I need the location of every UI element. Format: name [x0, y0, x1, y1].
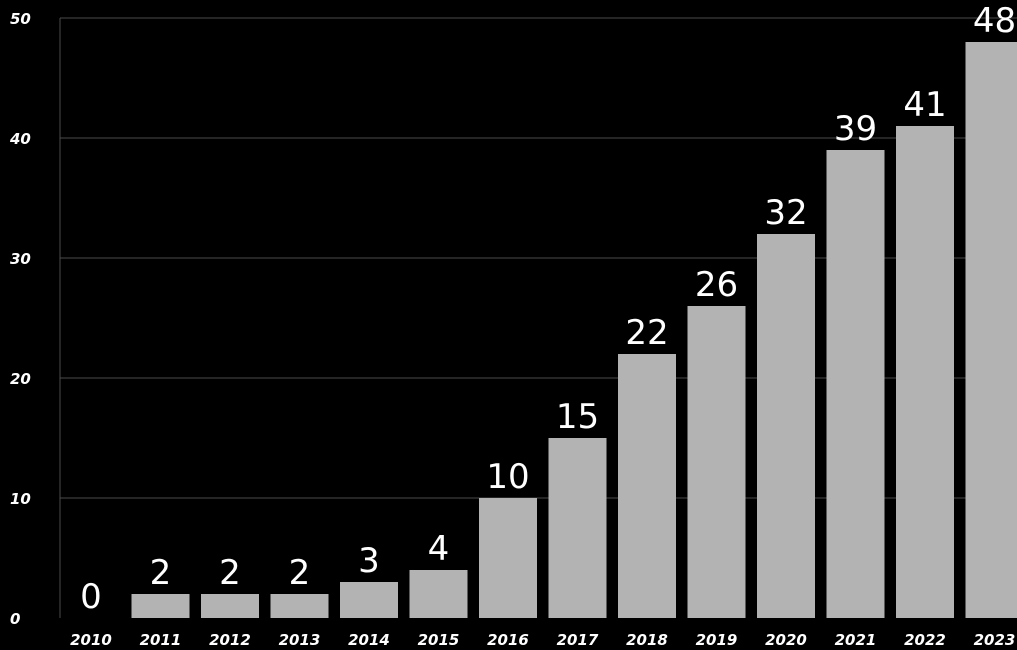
data-label-2017: 15 [556, 397, 599, 437]
bar-2018 [618, 354, 676, 618]
bar-2014 [340, 582, 398, 618]
x-tick-label: 2019 [696, 631, 738, 649]
bar-2013 [270, 594, 329, 618]
y-tick-label: 40 [9, 130, 31, 148]
x-tick-label: 2017 [557, 631, 599, 649]
y-tick-label: 20 [10, 370, 31, 388]
x-tick-label: 2014 [348, 631, 390, 649]
x-axis: 2010 2011 2012 2013 2014 2015 2016 2017 2018 2019… [70, 631, 1015, 649]
bars [131, 42, 1017, 618]
y-tick-label: 0 [10, 610, 20, 628]
bar-2015 [409, 570, 468, 618]
bar-2020 [757, 234, 815, 618]
data-label-2018: 22 [625, 313, 668, 353]
bar-2011 [131, 594, 190, 618]
data-label-2015: 4 [428, 529, 450, 569]
data-label-2023: 48 [973, 1, 1016, 41]
data-label-2022: 41 [903, 85, 946, 125]
data-label-2021: 39 [834, 109, 877, 149]
bar-2021 [826, 150, 885, 618]
x-tick-label: 2020 [765, 631, 807, 649]
data-label-2010: 0 [80, 577, 102, 617]
data-label-2020: 32 [764, 193, 807, 233]
x-tick-label: 2023 [974, 631, 1016, 649]
y-axis: 0 10 20 30 40 50 [9, 10, 31, 628]
bar-2017 [548, 438, 607, 618]
bar-2019 [687, 306, 746, 618]
data-label-2011: 2 [150, 553, 172, 593]
bar-2012 [201, 594, 259, 618]
y-tick-label: 50 [10, 10, 31, 28]
y-tick-label: 10 [10, 490, 31, 508]
data-label-2014: 3 [358, 541, 380, 581]
bar-2023 [965, 42, 1017, 618]
x-tick-label: 2011 [140, 631, 182, 649]
x-tick-label: 2021 [835, 631, 877, 649]
x-tick-label: 2016 [487, 631, 529, 649]
data-label-2012: 2 [219, 553, 241, 593]
data-label-2013: 2 [289, 553, 311, 593]
data-label-2016: 10 [486, 457, 529, 497]
x-tick-label: 2012 [209, 631, 251, 649]
bar-2022 [896, 126, 954, 618]
x-tick-label: 2015 [418, 631, 460, 649]
y-tick-label: 30 [10, 250, 31, 268]
x-tick-label: 2010 [70, 631, 112, 649]
x-tick-label: 2022 [904, 631, 946, 649]
data-label-2019: 26 [695, 265, 738, 305]
x-tick-label: 2013 [279, 631, 321, 649]
x-tick-label: 2018 [626, 631, 668, 649]
bar-2016 [479, 498, 537, 618]
